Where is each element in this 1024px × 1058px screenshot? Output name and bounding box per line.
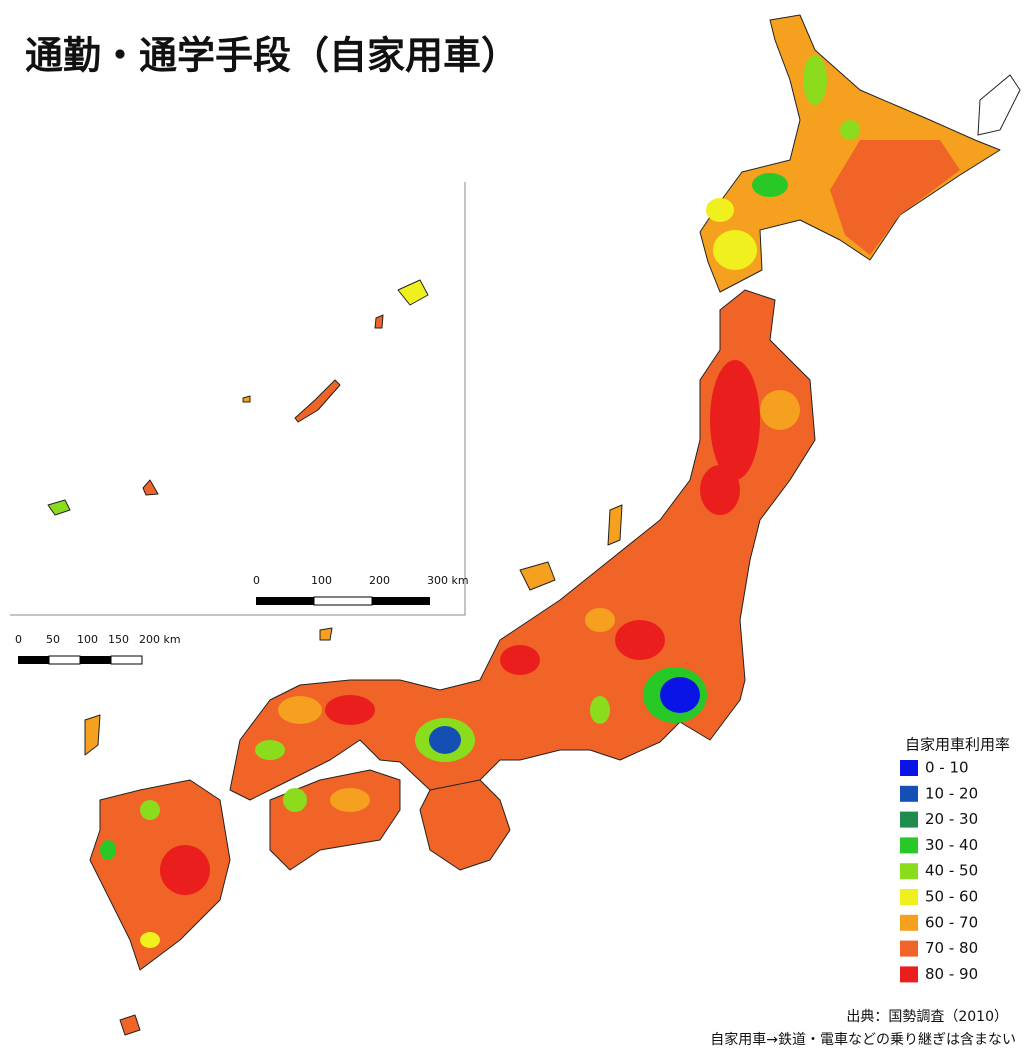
scale-label: 200: [369, 574, 390, 587]
island: [519, 561, 556, 591]
scale-label: 50: [46, 633, 60, 646]
legend-swatch: [900, 914, 918, 931]
legend-swatch: [900, 760, 918, 776]
legend-label: 0 - 10: [925, 759, 969, 777]
kyushu: [89, 779, 231, 971]
legend-label: 60 - 70: [925, 913, 978, 931]
legend-swatch: [900, 863, 918, 880]
legend-label: 10 - 20: [925, 784, 978, 802]
island: [84, 714, 101, 756]
scale-label: 150: [108, 633, 129, 646]
legend-swatch: [900, 966, 918, 983]
scale-label: 0: [15, 633, 22, 646]
scale-label: 100: [311, 574, 332, 587]
kii-peninsula: [419, 779, 511, 871]
legend-swatch: [900, 837, 918, 854]
legend-label: 80 - 90: [925, 965, 978, 983]
legend-label: 30 - 40: [925, 836, 978, 854]
hokkaido: [699, 14, 1021, 293]
legend-label: 50 - 60: [925, 888, 978, 906]
legend-label: 20 - 30: [925, 810, 978, 828]
honshu: [229, 289, 816, 821]
scale-bar-main: [18, 655, 143, 665]
legend-swatch: [900, 940, 918, 957]
scale-label: 200 km: [139, 633, 181, 646]
legend-label: 70 - 80: [925, 939, 978, 957]
map-title: 通勤・通学手段（自家用車）: [25, 34, 519, 78]
legend-swatch: [900, 811, 918, 828]
legend-swatch: [900, 785, 918, 802]
legend-title: 自家用車利用率: [905, 736, 1010, 754]
legend-label: 40 - 50: [925, 862, 978, 880]
scale-label: 100: [77, 633, 98, 646]
legend-swatch: [900, 889, 918, 905]
scale-label: 300 km: [427, 574, 469, 587]
island: [119, 1014, 141, 1036]
note: 自家用車→鉄道・電車などの乗り継ぎは含まない: [710, 1031, 1016, 1048]
scale-label: 0: [253, 574, 260, 587]
inset-frame: [10, 182, 466, 616]
island: [319, 627, 333, 641]
source: 出典：国勢調査（2010）: [846, 1009, 1008, 1025]
okinawa-islands: [47, 279, 429, 516]
shikoku: [269, 769, 401, 871]
island: [607, 504, 623, 546]
scale-bar-inset: [256, 596, 430, 606]
